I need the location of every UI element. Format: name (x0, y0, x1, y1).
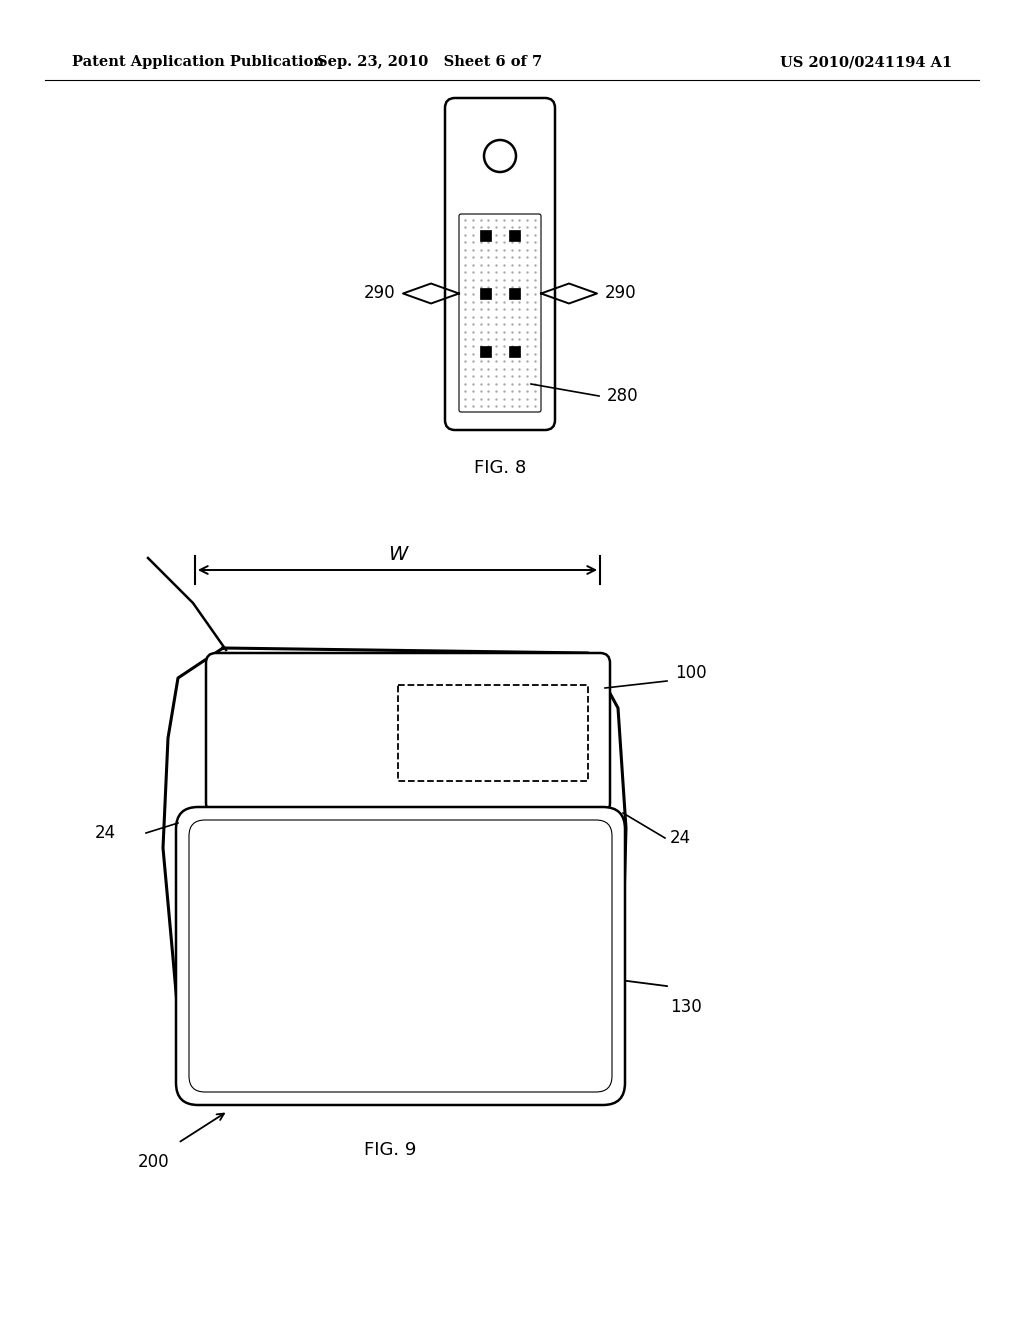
Text: 290: 290 (364, 285, 395, 302)
Bar (509, 288, 520, 300)
FancyBboxPatch shape (445, 98, 555, 430)
Text: 200: 200 (138, 1152, 170, 1171)
Text: Sep. 23, 2010   Sheet 6 of 7: Sep. 23, 2010 Sheet 6 of 7 (317, 55, 543, 69)
Text: 290: 290 (605, 285, 637, 302)
Bar (398, 685, 588, 781)
Text: FIG. 8: FIG. 8 (474, 459, 526, 477)
Text: W: W (388, 545, 408, 564)
Text: 130: 130 (670, 998, 701, 1016)
Text: 24: 24 (95, 824, 116, 842)
Text: 280: 280 (607, 387, 639, 405)
FancyBboxPatch shape (206, 653, 610, 813)
Text: 24: 24 (670, 829, 691, 847)
Bar (509, 230, 520, 242)
Bar (480, 288, 490, 300)
FancyBboxPatch shape (459, 214, 541, 412)
FancyBboxPatch shape (176, 807, 625, 1105)
FancyBboxPatch shape (189, 820, 612, 1092)
Text: 100: 100 (675, 664, 707, 682)
Circle shape (484, 140, 516, 172)
Bar (480, 230, 490, 242)
Text: US 2010/0241194 A1: US 2010/0241194 A1 (779, 55, 952, 69)
Bar (480, 346, 490, 356)
Bar (509, 346, 520, 356)
Text: FIG. 9: FIG. 9 (364, 1140, 416, 1159)
Text: Patent Application Publication: Patent Application Publication (72, 55, 324, 69)
